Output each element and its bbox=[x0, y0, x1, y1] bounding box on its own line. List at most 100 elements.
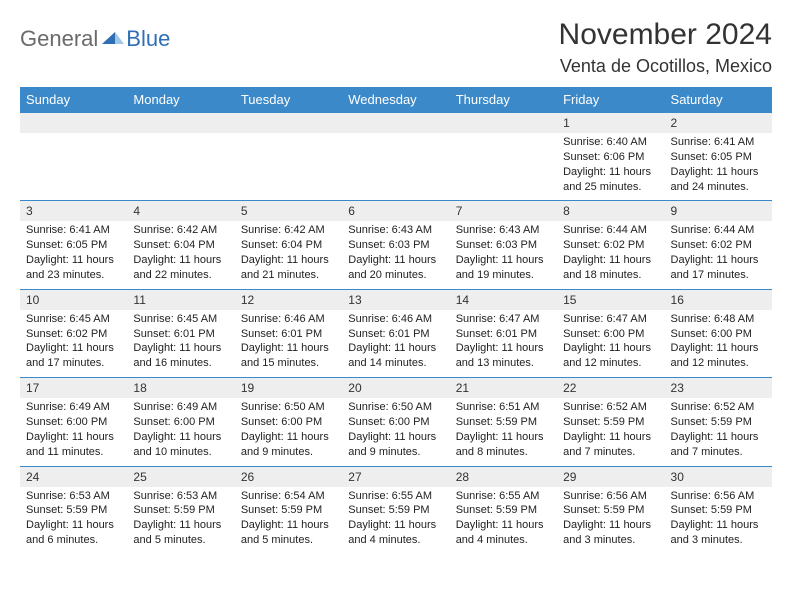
sunset-text: Sunset: 5:59 PM bbox=[671, 415, 766, 430]
day-number: 16 bbox=[665, 289, 772, 310]
day-info: Sunrise: 6:52 AMSunset: 5:59 PMDaylight:… bbox=[665, 398, 772, 466]
day-info: Sunrise: 6:51 AMSunset: 5:59 PMDaylight:… bbox=[450, 398, 557, 466]
sunset-text: Sunset: 5:59 PM bbox=[671, 503, 766, 518]
day-number-row: 17181920212223 bbox=[20, 378, 772, 399]
location: Venta de Ocotillos, Mexico bbox=[559, 56, 772, 77]
day-info: Sunrise: 6:54 AMSunset: 5:59 PMDaylight:… bbox=[235, 487, 342, 554]
sunrise-text: Sunrise: 6:52 AM bbox=[563, 400, 658, 415]
sunset-text: Sunset: 6:01 PM bbox=[348, 327, 443, 342]
day-info: Sunrise: 6:43 AMSunset: 6:03 PMDaylight:… bbox=[450, 221, 557, 289]
sunset-text: Sunset: 6:02 PM bbox=[671, 238, 766, 253]
day-number: 20 bbox=[342, 378, 449, 399]
day-info: Sunrise: 6:41 AMSunset: 6:05 PMDaylight:… bbox=[20, 221, 127, 289]
day-info-row: Sunrise: 6:41 AMSunset: 6:05 PM Daylight:… bbox=[20, 221, 772, 289]
sunset-text: Sunset: 5:59 PM bbox=[563, 503, 658, 518]
day-of-week-row: Sunday Monday Tuesday Wednesday Thursday… bbox=[20, 87, 772, 113]
daylight-text-line2: and 22 minutes. bbox=[133, 268, 228, 283]
sunrise-text: Sunrise: 6:42 AM bbox=[133, 223, 228, 238]
daylight-text-line1: Daylight: 11 hours bbox=[348, 341, 443, 356]
sunrise-text: Sunrise: 6:47 AM bbox=[456, 312, 551, 327]
daylight-text-line1: Daylight: 11 hours bbox=[563, 341, 658, 356]
daylight-text-line2: and 19 minutes. bbox=[456, 268, 551, 283]
day-number-row: 24252627282930 bbox=[20, 466, 772, 487]
sunrise-text: Sunrise: 6:52 AM bbox=[671, 400, 766, 415]
daylight-text-line2: and 20 minutes. bbox=[348, 268, 443, 283]
dow-monday: Monday bbox=[127, 87, 234, 113]
sunrise-text: Sunrise: 6:45 AM bbox=[133, 312, 228, 327]
sunset-text: Sunset: 6:02 PM bbox=[563, 238, 658, 253]
day-info-row: Sunrise: 6:40 AMSunset: 6:06 PMDaylight:… bbox=[20, 133, 772, 201]
day-info: Sunrise: 6:55 AMSunset: 5:59 PMDaylight:… bbox=[342, 487, 449, 554]
sunrise-text: Sunrise: 6:48 AM bbox=[671, 312, 766, 327]
calendar-table: Sunday Monday Tuesday Wednesday Thursday… bbox=[20, 87, 772, 554]
sunrise-text: Sunrise: 6:41 AM bbox=[26, 223, 121, 238]
daylight-text-line2: and 7 minutes. bbox=[671, 445, 766, 460]
sunset-text: Sunset: 6:01 PM bbox=[241, 327, 336, 342]
day-info: Sunrise: 6:53 AMSunset: 5:59 PMDaylight:… bbox=[20, 487, 127, 554]
day-info: Sunrise: 6:47 AMSunset: 6:01 PMDaylight:… bbox=[450, 310, 557, 378]
sunrise-text: Sunrise: 6:51 AM bbox=[456, 400, 551, 415]
sunset-text: Sunset: 6:04 PM bbox=[241, 238, 336, 253]
title-block: November 2024 Venta de Ocotillos, Mexico bbox=[559, 18, 772, 77]
day-number-blank bbox=[235, 113, 342, 134]
sunrise-text: Sunrise: 6:55 AM bbox=[456, 489, 551, 504]
daylight-text-line2: and 17 minutes. bbox=[26, 356, 121, 371]
day-info: Sunrise: 6:40 AMSunset: 6:06 PMDaylight:… bbox=[557, 133, 664, 201]
sunset-text: Sunset: 6:00 PM bbox=[26, 415, 121, 430]
daylight-text-line1: Daylight: 11 hours bbox=[348, 518, 443, 533]
day-number: 12 bbox=[235, 289, 342, 310]
day-number: 22 bbox=[557, 378, 664, 399]
logo-text-blue: Blue bbox=[126, 26, 170, 52]
day-info-blank bbox=[450, 133, 557, 201]
sunset-text: Sunset: 5:59 PM bbox=[563, 415, 658, 430]
daylight-text-line1: Daylight: 11 hours bbox=[133, 518, 228, 533]
day-info-blank bbox=[20, 133, 127, 201]
day-number: 15 bbox=[557, 289, 664, 310]
dow-saturday: Saturday bbox=[665, 87, 772, 113]
sunrise-text: Sunrise: 6:49 AM bbox=[133, 400, 228, 415]
daylight-text-line2: and 5 minutes. bbox=[241, 533, 336, 548]
sunrise-text: Sunrise: 6:53 AM bbox=[133, 489, 228, 504]
day-number: 29 bbox=[557, 466, 664, 487]
day-number: 4 bbox=[127, 201, 234, 222]
day-number: 28 bbox=[450, 466, 557, 487]
day-number: 2 bbox=[665, 113, 772, 134]
sunset-text: Sunset: 5:59 PM bbox=[241, 503, 336, 518]
day-number: 8 bbox=[557, 201, 664, 222]
day-number: 5 bbox=[235, 201, 342, 222]
day-number: 27 bbox=[342, 466, 449, 487]
dow-sunday: Sunday bbox=[20, 87, 127, 113]
daylight-text-line1: Daylight: 11 hours bbox=[563, 253, 658, 268]
daylight-text-line2: and 18 minutes. bbox=[563, 268, 658, 283]
day-info: Sunrise: 6:50 AMSunset: 6:00 PMDaylight:… bbox=[235, 398, 342, 466]
daylight-text-line1: Daylight: 11 hours bbox=[456, 518, 551, 533]
day-number-row: 12 bbox=[20, 113, 772, 134]
dow-wednesday: Wednesday bbox=[342, 87, 449, 113]
daylight-text-line2: and 4 minutes. bbox=[456, 533, 551, 548]
daylight-text-line1: Daylight: 11 hours bbox=[563, 518, 658, 533]
logo: General Blue bbox=[20, 18, 170, 52]
logo-mark-icon bbox=[102, 26, 124, 49]
day-info: Sunrise: 6:49 AMSunset: 6:00 PMDaylight:… bbox=[20, 398, 127, 466]
daylight-text-line1: Daylight: 11 hours bbox=[348, 253, 443, 268]
day-info-row: Sunrise: 6:45 AMSunset: 6:02 PMDaylight:… bbox=[20, 310, 772, 378]
daylight-text-line2: and 8 minutes. bbox=[456, 445, 551, 460]
day-info: Sunrise: 6:45 AMSunset: 6:02 PMDaylight:… bbox=[20, 310, 127, 378]
sunset-text: Sunset: 6:04 PM bbox=[133, 238, 228, 253]
day-number: 14 bbox=[450, 289, 557, 310]
day-info: Sunrise: 6:47 AMSunset: 6:00 PMDaylight:… bbox=[557, 310, 664, 378]
sunset-text: Sunset: 5:59 PM bbox=[456, 415, 551, 430]
daylight-text-line2: and 16 minutes. bbox=[133, 356, 228, 371]
sunset-text: Sunset: 6:05 PM bbox=[26, 238, 121, 253]
daylight-text-line1: Daylight: 11 hours bbox=[133, 341, 228, 356]
daylight-text-line2: and 9 minutes. bbox=[241, 445, 336, 460]
day-info: Sunrise: 6:41 AMSunset: 6:05 PMDaylight:… bbox=[665, 133, 772, 201]
daylight-text-line2: and 25 minutes. bbox=[563, 180, 658, 195]
day-info: Sunrise: 6:46 AMSunset: 6:01 PMDaylight:… bbox=[235, 310, 342, 378]
sunrise-text: Sunrise: 6:55 AM bbox=[348, 489, 443, 504]
daylight-text-line2: and 6 minutes. bbox=[26, 533, 121, 548]
sunset-text: Sunset: 6:03 PM bbox=[456, 238, 551, 253]
day-number: 7 bbox=[450, 201, 557, 222]
day-info: Sunrise: 6:48 AMSunset: 6:00 PMDaylight:… bbox=[665, 310, 772, 378]
sunset-text: Sunset: 6:06 PM bbox=[563, 150, 658, 165]
